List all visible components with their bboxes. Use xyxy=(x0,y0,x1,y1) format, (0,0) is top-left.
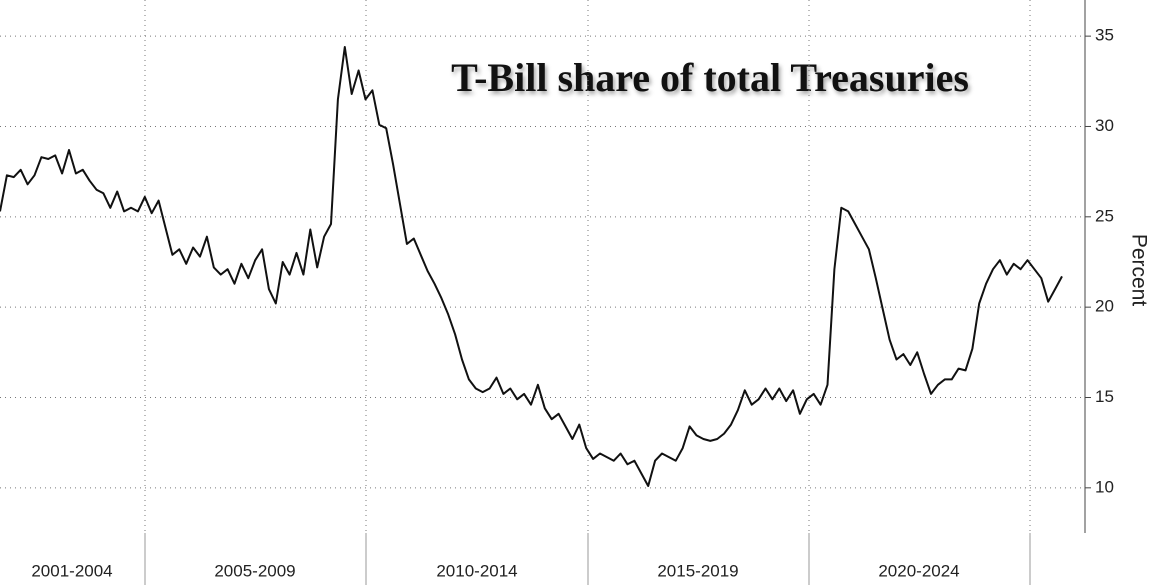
y-axis-label: Percent xyxy=(1127,234,1150,307)
y-tick-label: 10 xyxy=(1095,477,1114,496)
chart-title: T-Bill share of total Treasuries xyxy=(451,55,969,100)
y-tick-label: 35 xyxy=(1095,26,1114,45)
x-tick-label: 2020-2024 xyxy=(878,561,959,580)
data-line xyxy=(0,46,1063,487)
y-tick-label: 25 xyxy=(1095,206,1114,225)
x-tick-label: 2010-2014 xyxy=(436,561,517,580)
x-tick-label: 2001-2004 xyxy=(31,561,112,580)
y-tick-label: 30 xyxy=(1095,116,1114,135)
y-tick-label: 15 xyxy=(1095,387,1114,406)
x-tick-label: 2005-2009 xyxy=(214,561,295,580)
x-tick-label: 2015-2019 xyxy=(657,561,738,580)
y-tick-label: 20 xyxy=(1095,297,1114,316)
